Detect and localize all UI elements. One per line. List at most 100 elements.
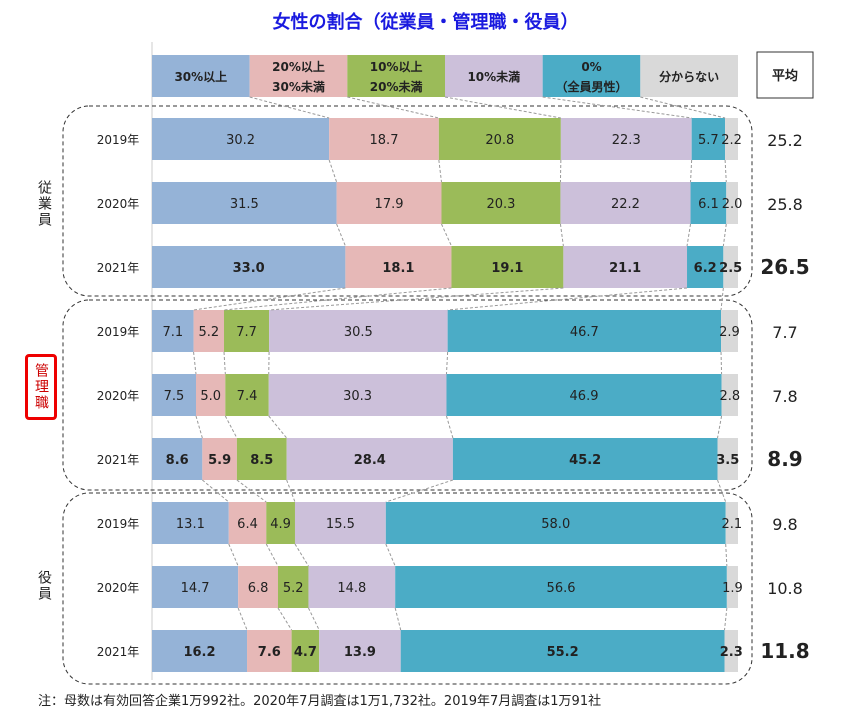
- data-label: 7.6: [258, 645, 281, 660]
- legend-swatch: [640, 55, 738, 97]
- legend-label: 0%: [581, 60, 601, 74]
- data-label: 3.5: [716, 453, 739, 468]
- connector-line: [277, 607, 293, 631]
- data-label: 20.3: [486, 197, 515, 212]
- average-value: 8.9: [767, 447, 802, 471]
- connector-line: [438, 159, 442, 183]
- year-label: 2020年: [97, 389, 140, 403]
- connector-line: [268, 415, 288, 439]
- connector-line: [269, 287, 564, 311]
- data-label: 2.2: [721, 133, 742, 148]
- connector-line: [720, 287, 724, 311]
- data-label: 7.1: [162, 325, 183, 340]
- data-label: 8.6: [166, 453, 189, 468]
- bar-segment: [152, 246, 346, 288]
- year-label: 2021年: [97, 453, 140, 467]
- data-label: 2.5: [719, 261, 742, 276]
- bar-segment: [687, 246, 724, 288]
- connector-line: [249, 96, 330, 119]
- data-label: 14.8: [337, 581, 366, 596]
- connector-line: [720, 351, 723, 375]
- data-label: 22.3: [612, 133, 641, 148]
- bar-segment: [336, 182, 442, 224]
- bar-segment: [726, 182, 738, 224]
- bar-segment: [152, 630, 248, 672]
- legend-label: 30%以上: [174, 69, 227, 84]
- data-label: 21.1: [609, 261, 641, 276]
- data-label: 18.7: [370, 133, 399, 148]
- data-label: 30.5: [344, 325, 373, 340]
- bar-segment: [225, 374, 269, 416]
- connector-line: [444, 96, 561, 119]
- legend-label: 30%未満: [272, 79, 325, 94]
- data-label: 1.9: [722, 581, 743, 596]
- connector-line: [328, 159, 338, 183]
- bar-segment: [152, 502, 229, 544]
- connector-line: [385, 543, 396, 567]
- data-label: 46.7: [570, 325, 599, 340]
- connector-line: [559, 223, 564, 247]
- data-label: 6.2: [694, 261, 717, 276]
- connector-line: [690, 159, 693, 183]
- group-frame: [62, 105, 753, 297]
- average-value: 9.8: [772, 515, 797, 534]
- average-value: 7.7: [772, 323, 797, 342]
- bar-segment: [152, 374, 196, 416]
- connector-line: [193, 287, 346, 311]
- data-label: 19.1: [491, 261, 523, 276]
- data-label: 4.7: [294, 645, 317, 660]
- average-value: 11.8: [760, 639, 809, 663]
- legend-label: 20%未満: [370, 79, 423, 94]
- bar-segment: [308, 566, 396, 608]
- year-label: 2019年: [97, 517, 140, 531]
- connector-line: [236, 479, 267, 503]
- bar-segment: [690, 182, 727, 224]
- bar-segment: [725, 502, 738, 544]
- legend-swatch: [542, 55, 641, 97]
- bar-segment: [345, 246, 452, 288]
- data-label: 7.5: [164, 389, 185, 404]
- bar-segment: [717, 438, 738, 480]
- data-label: 2.3: [720, 645, 743, 660]
- year-label: 2021年: [97, 261, 140, 275]
- bar-segment: [400, 630, 725, 672]
- bar-segment: [152, 438, 203, 480]
- connector-line: [447, 287, 688, 311]
- connector-line: [223, 351, 226, 375]
- bar-segment: [395, 566, 727, 608]
- bar-segment: [224, 310, 270, 352]
- connector-line: [724, 159, 727, 183]
- legend-swatch: [347, 55, 445, 97]
- bar-segment: [725, 118, 738, 160]
- group-label-highlighted: 管理職: [25, 354, 57, 420]
- data-label: 13.9: [344, 645, 376, 660]
- group-label: 従業員: [36, 180, 52, 228]
- data-label: 55.2: [547, 645, 579, 660]
- average-header: 平均: [772, 68, 798, 84]
- data-label: 17.9: [375, 197, 404, 212]
- data-label: 28.4: [354, 453, 386, 468]
- data-label: 8.5: [250, 453, 273, 468]
- bar-segment: [152, 118, 330, 160]
- data-label: 2.8: [719, 389, 740, 404]
- bar-segment: [721, 310, 738, 352]
- connector-line: [224, 415, 238, 439]
- connector-line: [640, 96, 726, 119]
- bar-segment: [691, 118, 726, 160]
- data-label: 6.4: [237, 517, 258, 532]
- data-label: 4.9: [270, 517, 291, 532]
- connector-line: [223, 287, 452, 311]
- legend-label: 10%未満: [467, 69, 520, 84]
- data-label: 5.9: [208, 453, 231, 468]
- bar-segment: [152, 182, 337, 224]
- connector-line: [445, 415, 454, 439]
- bar-segment: [152, 566, 239, 608]
- data-label: 5.7: [698, 133, 719, 148]
- connector-line: [394, 607, 402, 631]
- legend-swatch: [152, 55, 250, 97]
- bar-segment: [277, 566, 309, 608]
- data-label: 5.2: [283, 581, 304, 596]
- connector-line: [722, 223, 727, 247]
